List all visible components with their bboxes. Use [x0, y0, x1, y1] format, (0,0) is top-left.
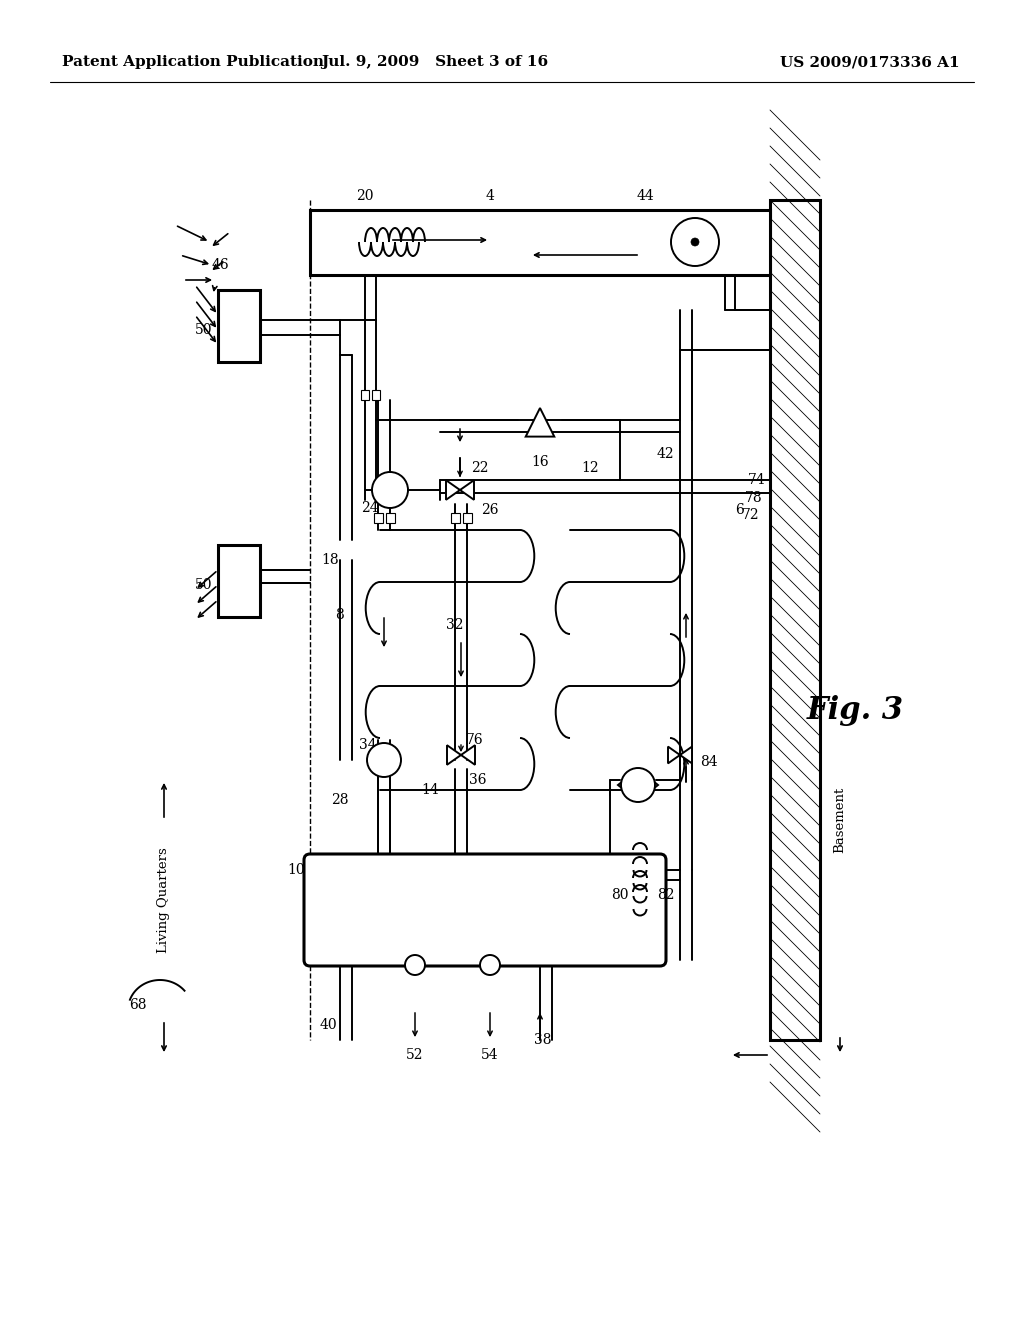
Text: 6: 6 [735, 503, 744, 517]
Polygon shape [525, 408, 554, 437]
Circle shape [480, 954, 500, 975]
Polygon shape [618, 770, 658, 801]
Text: 76: 76 [466, 733, 483, 747]
Text: 10: 10 [287, 863, 305, 876]
Text: 12: 12 [582, 461, 599, 475]
Polygon shape [668, 747, 692, 763]
Text: Living Quarters: Living Quarters [158, 847, 171, 953]
Text: 34: 34 [359, 738, 377, 752]
Text: 54: 54 [481, 1048, 499, 1063]
Text: 36: 36 [469, 774, 486, 787]
Text: 52: 52 [407, 1048, 424, 1063]
Text: Jul. 9, 2009   Sheet 3 of 16: Jul. 9, 2009 Sheet 3 of 16 [322, 55, 549, 69]
Circle shape [671, 218, 719, 267]
Text: 50: 50 [196, 323, 213, 337]
Bar [361, 389, 369, 400]
Text: US 2009/0173336 A1: US 2009/0173336 A1 [780, 55, 959, 69]
Text: Basement: Basement [834, 787, 847, 853]
Bar [372, 389, 380, 400]
Text: Fig. 3: Fig. 3 [807, 694, 903, 726]
Circle shape [372, 473, 408, 508]
Text: 14: 14 [421, 783, 439, 797]
Text: 74: 74 [749, 473, 766, 487]
Bar [218, 290, 260, 362]
Text: 8: 8 [336, 609, 344, 622]
Circle shape [621, 768, 655, 803]
Text: 46: 46 [211, 257, 228, 272]
Bar [374, 513, 383, 523]
Text: 38: 38 [535, 1034, 552, 1047]
Text: 42: 42 [656, 447, 674, 461]
Text: 4: 4 [485, 189, 495, 203]
Text: 72: 72 [742, 508, 760, 521]
Text: 28: 28 [331, 793, 349, 807]
Text: 78: 78 [745, 491, 763, 506]
Circle shape [367, 743, 401, 777]
Circle shape [691, 238, 699, 246]
Polygon shape [446, 480, 474, 500]
Text: 20: 20 [356, 189, 374, 203]
Text: 82: 82 [657, 888, 675, 902]
Bar [770, 201, 820, 1040]
FancyBboxPatch shape [304, 854, 666, 966]
Text: Patent Application Publication: Patent Application Publication [62, 55, 324, 69]
Text: 32: 32 [446, 618, 464, 632]
Polygon shape [447, 746, 475, 764]
Bar [386, 513, 395, 523]
Bar [463, 513, 472, 523]
Text: 84: 84 [700, 755, 718, 770]
Text: 50: 50 [196, 578, 213, 591]
Text: 68: 68 [129, 998, 146, 1012]
Text: 80: 80 [611, 888, 629, 902]
Bar [451, 513, 460, 523]
Text: 16: 16 [531, 455, 549, 469]
Text: 24: 24 [361, 502, 379, 515]
Bar [218, 545, 260, 616]
Text: 26: 26 [481, 503, 499, 517]
Bar [310, 210, 770, 275]
Text: 18: 18 [322, 553, 339, 568]
Text: 22: 22 [471, 461, 488, 475]
Text: 40: 40 [319, 1018, 337, 1032]
Text: 44: 44 [636, 189, 654, 203]
Circle shape [406, 954, 425, 975]
